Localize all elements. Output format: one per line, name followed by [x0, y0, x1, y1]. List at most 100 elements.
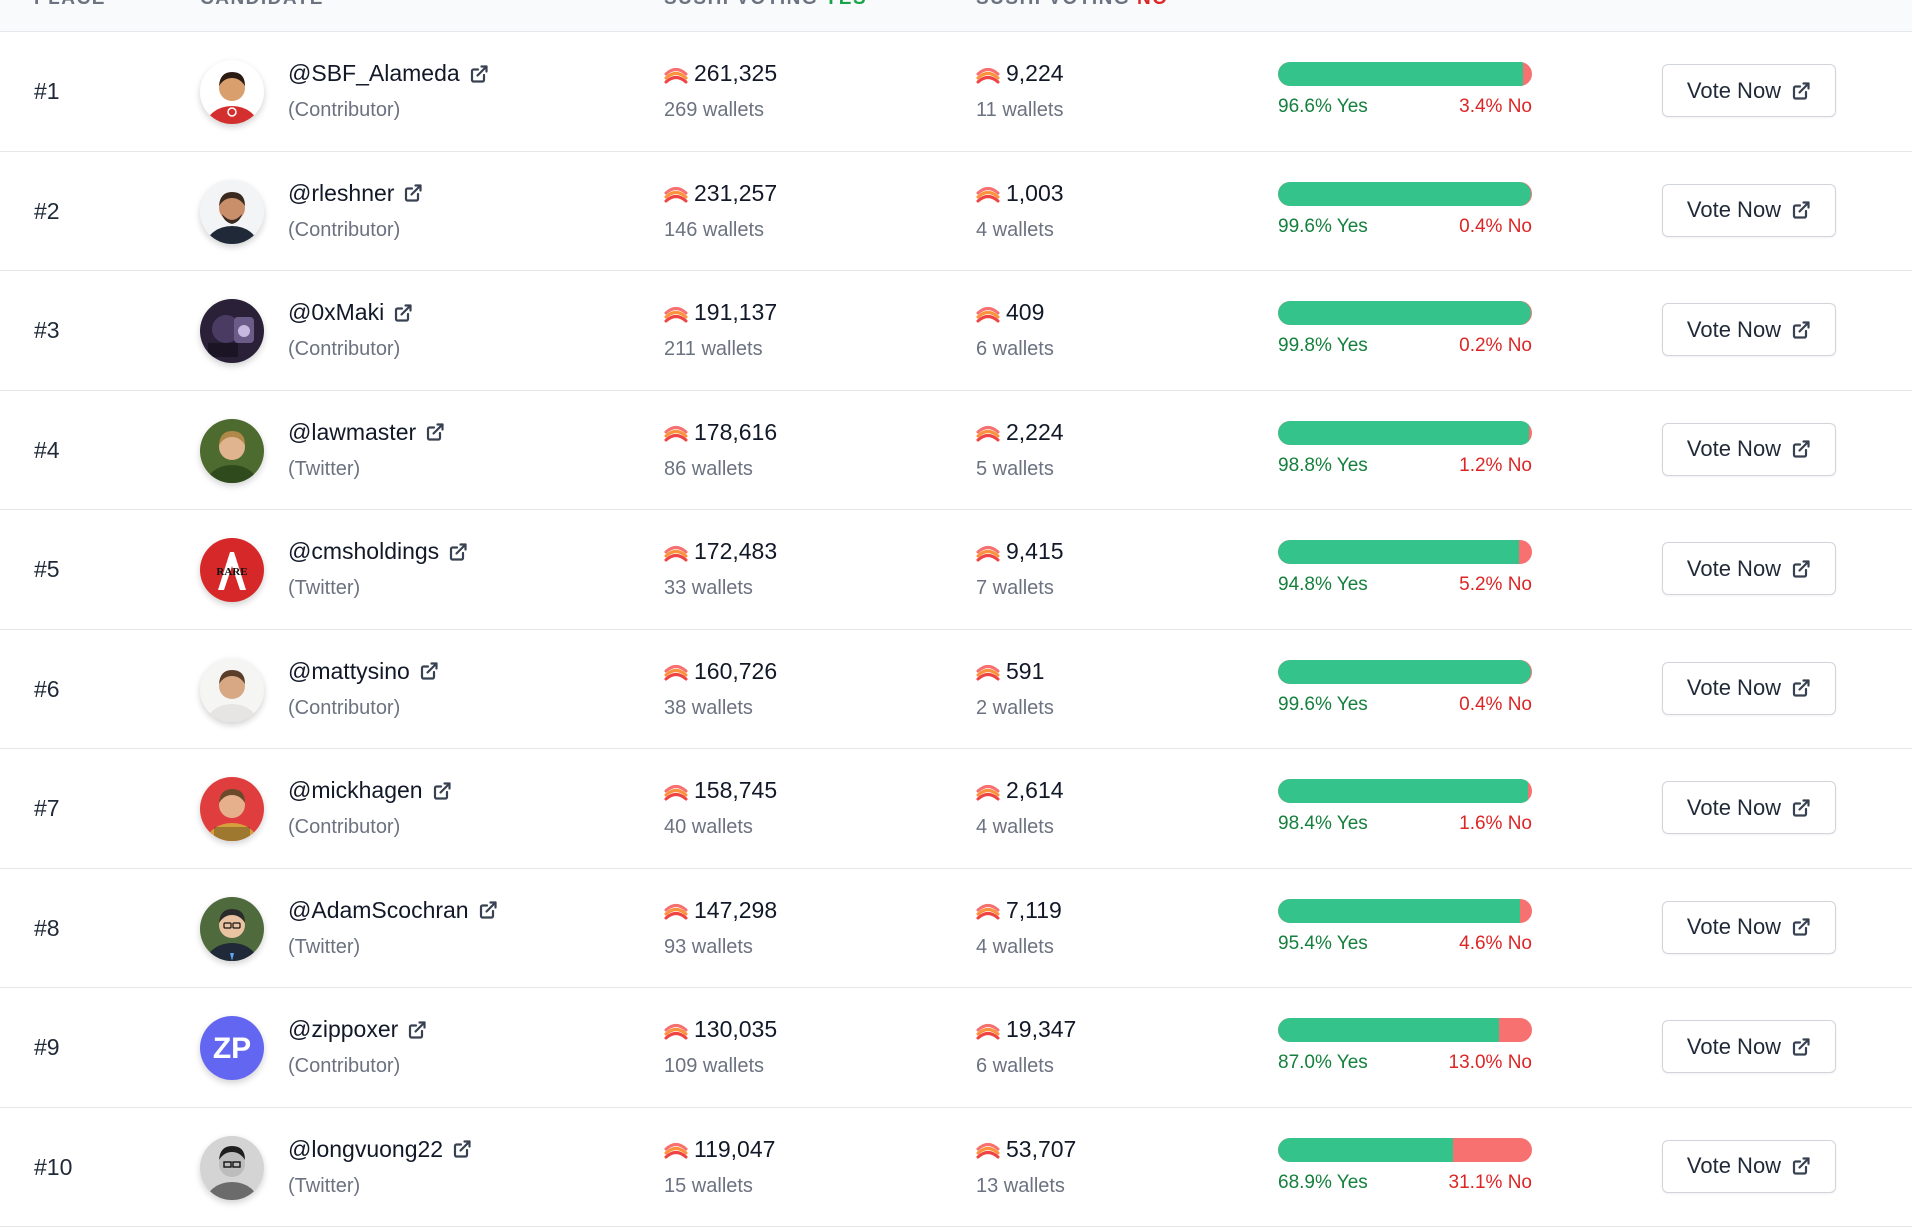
no-votes-value: 19,347 — [1006, 1016, 1076, 1043]
no-percentage: 0.4% No — [1459, 694, 1532, 716]
vote-now-label: Vote Now — [1687, 914, 1781, 940]
candidate-handle-link[interactable]: @lawmaster — [288, 419, 445, 446]
external-link-icon — [1791, 917, 1811, 937]
sushi-icon — [664, 422, 688, 442]
no-votes: 9,224 — [976, 60, 1064, 87]
yes-votes-value: 261,325 — [694, 60, 777, 87]
table-row: #2 @rleshner (Contributor) 231,257 146 w… — [0, 152, 1912, 272]
vote-now-button[interactable]: Vote Now — [1662, 542, 1836, 595]
leaderboard-table: #1 @SBF_Alameda (Contributor) 261,325 26… — [0, 32, 1912, 1227]
sushi-icon — [664, 781, 688, 801]
candidate-handle-link[interactable]: @mattysino — [288, 658, 439, 685]
external-link-icon — [419, 661, 439, 681]
sushi-icon — [664, 1139, 688, 1159]
yes-percentage: 68.9% Yes — [1278, 1172, 1368, 1194]
vote-now-button[interactable]: Vote Now — [1662, 781, 1836, 834]
vote-now-button[interactable]: Vote Now — [1662, 423, 1836, 476]
external-link-icon — [403, 183, 423, 203]
no-votes-value: 591 — [1006, 658, 1044, 685]
sushi-icon — [976, 542, 1000, 562]
yes-wallets: 38 wallets — [664, 697, 753, 720]
external-link-icon — [1791, 559, 1811, 579]
vote-now-button[interactable]: Vote Now — [1662, 64, 1836, 117]
vote-now-button[interactable]: Vote Now — [1662, 1020, 1836, 1073]
vote-ratio-bar — [1278, 301, 1532, 325]
no-wallets: 11 wallets — [976, 99, 1063, 122]
no-votes-value: 409 — [1006, 299, 1044, 326]
avatar: ZP — [200, 1016, 264, 1080]
vote-ratio-yes-fill — [1278, 1018, 1499, 1042]
candidate-role: (Contributor) — [288, 219, 400, 242]
yes-votes: 261,325 — [664, 60, 777, 87]
table-row: #4 @lawmaster (Twitter) 178,616 86 walle… — [0, 391, 1912, 511]
avatar — [200, 60, 264, 124]
avatar — [200, 897, 264, 961]
sushi-icon — [976, 900, 1000, 920]
place-rank: #9 — [34, 1034, 60, 1061]
avatar: RARE — [200, 538, 264, 602]
yes-votes: 158,745 — [664, 777, 777, 804]
external-link-icon — [452, 1139, 472, 1159]
vote-now-button[interactable]: Vote Now — [1662, 184, 1836, 237]
no-wallets: 4 wallets — [976, 816, 1054, 839]
candidate-handle-link[interactable]: @SBF_Alameda — [288, 60, 489, 87]
candidate-handle-link[interactable]: @AdamScochran — [288, 897, 498, 924]
vote-now-button[interactable]: Vote Now — [1662, 662, 1836, 715]
no-percentage: 4.6% No — [1459, 933, 1532, 955]
no-votes: 7,119 — [976, 897, 1062, 924]
vote-ratio-bar — [1278, 899, 1532, 923]
vote-ratio-yes-fill — [1278, 421, 1529, 445]
external-link-icon — [1791, 320, 1811, 340]
vote-ratio-bar — [1278, 779, 1532, 803]
no-wallets: 13 wallets — [976, 1175, 1065, 1198]
table-row: #1 @SBF_Alameda (Contributor) 261,325 26… — [0, 32, 1912, 152]
vote-now-label: Vote Now — [1687, 436, 1781, 462]
candidate-handle-link[interactable]: @cmsholdings — [288, 538, 468, 565]
candidate-role: (Twitter) — [288, 458, 360, 481]
external-link-icon — [1791, 1037, 1811, 1057]
external-link-icon — [1791, 1156, 1811, 1176]
vote-now-button[interactable]: Vote Now — [1662, 303, 1836, 356]
sushi-icon — [976, 1139, 1000, 1159]
vote-ratio-yes-fill — [1278, 779, 1528, 803]
external-link-icon — [432, 781, 452, 801]
table-row: #9 ZP @zippoxer (Contributor) 130,035 10… — [0, 988, 1912, 1108]
yes-votes: 191,137 — [664, 299, 777, 326]
yes-wallets: 15 wallets — [664, 1175, 753, 1198]
candidate-role: (Contributor) — [288, 1055, 400, 1078]
yes-votes-value: 160,726 — [694, 658, 777, 685]
candidate-handle-link[interactable]: @zippoxer — [288, 1016, 427, 1043]
vote-ratio-yes-fill — [1278, 660, 1531, 684]
no-votes-value: 53,707 — [1006, 1136, 1076, 1163]
yes-votes-value: 119,047 — [694, 1136, 775, 1163]
candidate-handle-link[interactable]: @mickhagen — [288, 777, 452, 804]
yes-percentage: 99.6% Yes — [1278, 694, 1368, 716]
sushi-icon — [976, 422, 1000, 442]
yes-votes-value: 231,257 — [694, 180, 777, 207]
table-row: #7 @mickhagen (Contributor) 158,745 40 w… — [0, 749, 1912, 869]
no-percentage: 5.2% No — [1459, 574, 1532, 596]
external-link-icon — [1791, 678, 1811, 698]
vote-ratio-yes-fill — [1278, 899, 1520, 923]
candidate-handle-link[interactable]: @rleshner — [288, 180, 423, 207]
vote-now-label: Vote Now — [1687, 78, 1781, 104]
yes-votes: 130,035 — [664, 1016, 777, 1043]
no-votes: 591 — [976, 658, 1044, 685]
no-votes-value: 9,224 — [1006, 60, 1064, 87]
vote-ratio-yes-fill — [1278, 301, 1531, 325]
place-rank: #4 — [34, 437, 60, 464]
yes-votes: 172,483 — [664, 538, 777, 565]
yes-votes-value: 178,616 — [694, 419, 777, 446]
candidate-handle-link[interactable]: @0xMaki — [288, 299, 413, 326]
vote-now-button[interactable]: Vote Now — [1662, 901, 1836, 954]
no-percentage: 1.2% No — [1459, 455, 1532, 477]
candidate-role: (Twitter) — [288, 936, 360, 959]
no-percentage: 1.6% No — [1459, 813, 1532, 835]
yes-percentage: 99.6% Yes — [1278, 216, 1368, 238]
vote-now-label: Vote Now — [1687, 675, 1781, 701]
no-votes: 19,347 — [976, 1016, 1076, 1043]
place-rank: #3 — [34, 317, 60, 344]
no-wallets: 6 wallets — [976, 338, 1054, 361]
vote-now-button[interactable]: Vote Now — [1662, 1140, 1836, 1193]
candidate-handle-link[interactable]: @longvuong22 — [288, 1136, 472, 1163]
